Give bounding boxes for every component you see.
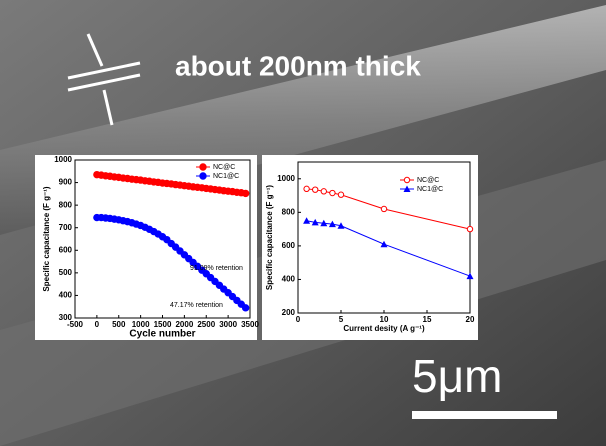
legend-marker [199, 163, 207, 171]
legend-label: NC@C [417, 177, 439, 184]
y-axis-label: Specific capacitance (F g⁻¹) [265, 185, 274, 290]
x-tick-label: 0 [95, 320, 100, 329]
y-tick-label: 600 [282, 241, 296, 250]
x-tick-label: 2500 [197, 320, 215, 329]
data-point [311, 218, 319, 226]
x-axis-label: Current desity (A g⁻¹) [343, 324, 425, 333]
y-tick-label: 200 [282, 308, 296, 317]
legend-marker [199, 172, 207, 180]
y-tick-label: 400 [59, 291, 73, 300]
inset-panel [35, 155, 257, 340]
data-point [312, 186, 319, 193]
y-axis-label: Specific capacitance (F g⁻¹) [42, 186, 51, 291]
data-point [337, 222, 345, 229]
data-point [241, 189, 250, 198]
x-tick-label: 2000 [175, 320, 193, 329]
annotation: about 200nm thick [175, 50, 421, 81]
legend-marker [403, 185, 411, 192]
data-point [380, 205, 388, 213]
data-point [466, 225, 474, 233]
y-tick-label: 400 [282, 275, 296, 284]
legend-label: NC@C [213, 164, 235, 171]
data-point [303, 217, 311, 224]
x-tick-label: 15 [423, 315, 432, 324]
y-tick-label: 800 [59, 200, 73, 209]
legend-label: NC1@C [213, 173, 239, 180]
x-tick-label: 10 [380, 315, 389, 324]
thickness-arrows [67, 33, 141, 126]
y-tick-label: 800 [282, 207, 296, 216]
data-point [380, 240, 388, 248]
y-tick-label: 600 [59, 245, 73, 254]
x-tick-label: 0 [296, 315, 301, 324]
y-tick-label: 1000 [277, 174, 295, 183]
scale-bar-label: 5μm [412, 350, 502, 402]
x-tick-label: 20 [466, 315, 475, 324]
data-point [241, 304, 250, 312]
x-axis-label: Cycle number [129, 329, 195, 340]
data-point [329, 189, 336, 197]
data-point [328, 220, 336, 228]
data-point [320, 188, 327, 195]
x-tick-label: 1500 [154, 320, 172, 329]
x-tick-label: 1000 [132, 320, 150, 329]
y-tick-label: 500 [59, 268, 73, 277]
data-point [303, 185, 310, 193]
y-tick-label: 900 [59, 178, 73, 187]
x-tick-label: 3500 [241, 320, 259, 329]
annotation: 47.17% retention [170, 302, 223, 309]
legend-label: NC1@C [417, 186, 443, 193]
scale-bar [412, 411, 557, 419]
x-tick-label: 5 [339, 315, 344, 324]
annotation: 91.09% retention [190, 265, 243, 272]
y-tick-label: 1000 [54, 155, 72, 164]
x-tick-label: 3000 [219, 320, 237, 329]
data-point [466, 272, 474, 280]
data-point [320, 219, 328, 227]
y-tick-label: 700 [59, 223, 73, 232]
y-tick-label: 300 [59, 313, 73, 322]
legend-marker [403, 176, 411, 184]
data-point [337, 191, 345, 198]
x-tick-label: 500 [112, 320, 126, 329]
x-tick-label: -500 [67, 320, 84, 329]
